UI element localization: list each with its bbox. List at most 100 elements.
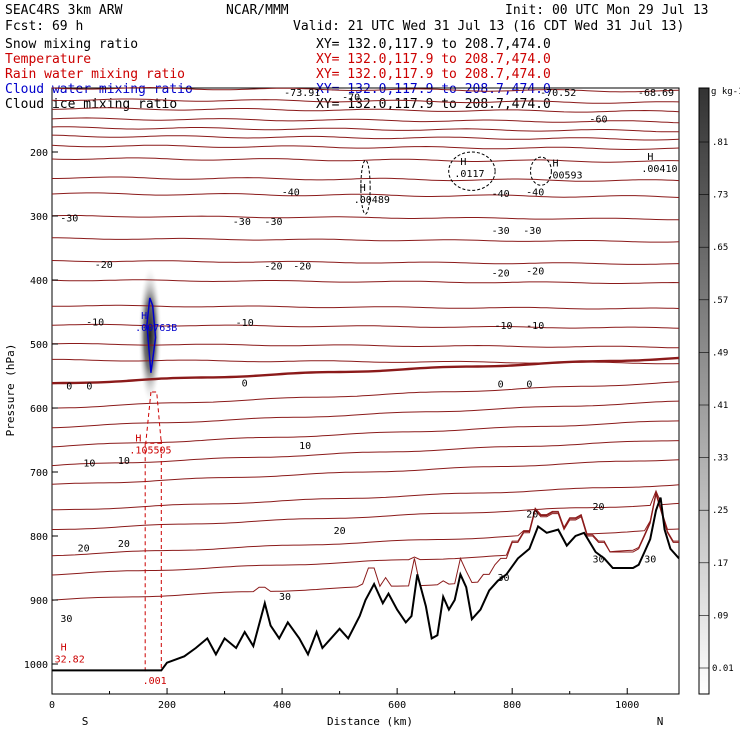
cloud-water-contour bbox=[146, 297, 157, 373]
temperature-label: -10 bbox=[236, 318, 254, 329]
y-tick-label: 900 bbox=[30, 596, 48, 607]
temperature-isotherm bbox=[51, 492, 680, 557]
temperature-label: -10 bbox=[495, 321, 513, 332]
temperature-isotherm bbox=[51, 343, 679, 349]
field-xy: XY= 132.0,117.9 to 208.7,474.0 bbox=[316, 67, 551, 82]
y-tick-label: 600 bbox=[30, 404, 48, 415]
maximum-marker: H bbox=[647, 152, 653, 163]
temperature-label: 10 bbox=[118, 456, 130, 467]
center-label: NCAR/MMM bbox=[226, 3, 289, 18]
cloud-ice-blob bbox=[360, 159, 371, 215]
north-endpoint: N bbox=[657, 715, 664, 728]
colorbar-tick-label: .57 bbox=[712, 296, 728, 306]
mixing-ratio-shading bbox=[138, 265, 162, 405]
temperature-label: 20 bbox=[334, 526, 346, 537]
temperature-label: -60 bbox=[589, 115, 607, 126]
plot-frame bbox=[51, 87, 680, 695]
cloud-ice-contours bbox=[360, 151, 552, 215]
temperature-isotherm bbox=[51, 440, 680, 467]
temperature-label: 20 bbox=[118, 539, 130, 550]
temperature-isotherm bbox=[51, 420, 680, 448]
colorbar-tick-label: 0.01 bbox=[712, 664, 734, 674]
rain-water-contours bbox=[144, 391, 162, 672]
temperature-label: 10 bbox=[299, 441, 311, 452]
maximum-value: .001 bbox=[143, 676, 167, 687]
colorbar-tick-label: .17 bbox=[712, 559, 728, 569]
temperature-label: -40 bbox=[282, 188, 300, 199]
temperature-label: 0 bbox=[526, 380, 532, 391]
temperature-isotherm bbox=[51, 86, 680, 93]
temperature-isotherm bbox=[51, 98, 680, 104]
colorbar-gradient bbox=[698, 87, 710, 695]
temperature-label: -40 bbox=[526, 188, 544, 199]
maximum-value: .00489 bbox=[354, 195, 390, 206]
maximum-marker: H bbox=[61, 642, 67, 653]
temperature-label: 20 bbox=[78, 544, 90, 555]
temperature-isotherm bbox=[51, 260, 680, 265]
x-tick-label: 0 bbox=[49, 700, 55, 711]
x-tick-label: 1000 bbox=[615, 700, 639, 711]
x-tick-label: 600 bbox=[388, 700, 406, 711]
colorbar-tick-label: .25 bbox=[712, 506, 728, 516]
valid-time: Valid: 21 UTC Wed 31 Jul 13 (16 CDT Wed … bbox=[293, 19, 684, 34]
temperature-label: -20 bbox=[293, 261, 311, 272]
temperature-label: -30 bbox=[523, 226, 541, 237]
temperature-label: 30 bbox=[279, 592, 291, 603]
temperature-isotherm bbox=[51, 279, 680, 284]
temperature-label: 30 bbox=[60, 614, 72, 625]
x-axis-title: Distance (km) bbox=[327, 715, 413, 728]
temperature-label: -20 bbox=[95, 260, 113, 271]
temperature-label: -20 bbox=[492, 268, 510, 279]
field-xy: XY= 132.0,117.9 to 208.7,474.0 bbox=[316, 52, 551, 67]
colorbar-tick-label: .73 bbox=[712, 191, 728, 201]
temperature-isotherm bbox=[51, 157, 680, 163]
temperature-isotherm bbox=[51, 484, 680, 511]
rain-water-contour bbox=[145, 391, 162, 444]
maximum-value: 32.82 bbox=[55, 654, 85, 665]
temperature-isotherm bbox=[51, 304, 680, 310]
field-name: Temperature bbox=[5, 52, 91, 67]
temperature-isotherm bbox=[51, 126, 680, 133]
temperature-isotherm bbox=[52, 176, 680, 182]
model-title: SEAC4RS 3km ARW bbox=[5, 3, 123, 18]
temperature-isotherm bbox=[51, 117, 680, 124]
y-tick-label: 200 bbox=[30, 148, 48, 159]
field-name: Cloud water mixing ratio bbox=[5, 82, 193, 97]
temperature-label: -10 bbox=[526, 321, 544, 332]
init-time: Init: 00 UTC Mon 29 Jul 13 bbox=[505, 3, 709, 18]
colorbar: g kg-1 0.01 .09 .17 .25 .33 .41 .49 .57 .65 .73 .8… bbox=[698, 87, 740, 695]
colorbar-tick-label: .49 bbox=[712, 348, 728, 358]
forecast-hour: Fcst: 69 h bbox=[5, 19, 83, 34]
maximum-marker: H bbox=[460, 157, 466, 168]
y-tick-label: 1000 bbox=[24, 660, 48, 671]
temperature-label: 0 bbox=[66, 382, 72, 393]
colorbar-tick-label: .81 bbox=[712, 138, 728, 148]
x-tick-label: 400 bbox=[273, 700, 291, 711]
maximum-value: .00763B bbox=[135, 323, 177, 334]
maximum-marker: H bbox=[360, 183, 366, 194]
temperature-label: -30 bbox=[264, 217, 282, 228]
axes: 0 200 400 600 800 100020030040050060070080090… bbox=[4, 148, 663, 728]
temperature-isotherm bbox=[51, 492, 679, 576]
colorbar-unit: g kg-1 bbox=[711, 87, 740, 97]
y-tick-label: 500 bbox=[30, 340, 48, 351]
temperature-isotherm bbox=[52, 489, 680, 530]
maximum-marker: H bbox=[552, 158, 558, 169]
header: SEAC4RS 3km ARW NCAR/MMM Init: 00 UTC Mo… bbox=[5, 3, 709, 112]
temperature-label: 0 bbox=[86, 382, 92, 393]
y-tick-label: 800 bbox=[30, 532, 48, 543]
colorbar-ticks: 0.01 .09 .17 .25 .33 .41 .49 .57 .65 .73 .81 bbox=[699, 138, 734, 674]
cloud-ice-blob bbox=[530, 156, 552, 186]
temperature-isotherm bbox=[51, 356, 680, 385]
temperature-label: -70.52 bbox=[540, 88, 576, 99]
contour-labels: -73.91 -70 -70.52 -68.69 -60 -40 -40 -40 -30 -30 -… bbox=[60, 88, 674, 625]
temperature-label: -30 bbox=[233, 217, 251, 228]
temperature-label: -70 bbox=[342, 92, 360, 103]
x-tick-label: 200 bbox=[158, 700, 176, 711]
temperature-label: -20 bbox=[526, 266, 544, 277]
temperature-isotherm bbox=[51, 144, 680, 150]
temperature-label: -30 bbox=[492, 226, 510, 237]
temperature-isotherm bbox=[51, 107, 680, 113]
colorbar-tick-label: .09 bbox=[712, 611, 728, 621]
maximum-value: .00593 bbox=[546, 170, 582, 181]
